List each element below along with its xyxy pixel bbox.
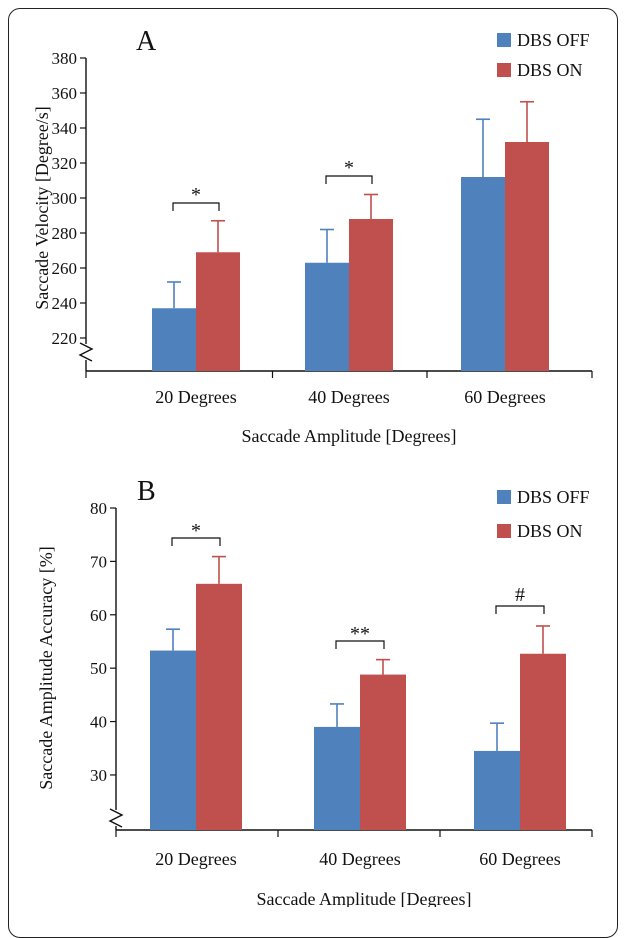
y-tick-label: 70 bbox=[90, 552, 107, 571]
x-category-label: 60 Degrees bbox=[479, 849, 560, 869]
bar-dbs-on bbox=[360, 674, 406, 830]
significance-bracket bbox=[325, 175, 373, 184]
y-tick-label: 30 bbox=[90, 766, 107, 785]
bar-dbs-off bbox=[474, 750, 520, 830]
y-tick-label: 80 bbox=[90, 499, 107, 518]
x-category-label: 40 Degrees bbox=[319, 849, 400, 869]
x-axis-label: Saccade Amplitude [Degrees] bbox=[257, 889, 472, 907]
bar-dbs-off bbox=[150, 650, 196, 830]
x-category-label: 40 Degrees bbox=[308, 387, 389, 407]
x-category-label: 60 Degrees bbox=[464, 387, 545, 407]
y-tick-label: 260 bbox=[52, 259, 78, 278]
significance-marker: ** bbox=[350, 623, 370, 645]
panel-label: B bbox=[137, 476, 156, 507]
significance-bracket bbox=[172, 202, 220, 211]
legend-swatch bbox=[497, 33, 511, 47]
significance-marker: # bbox=[515, 584, 525, 606]
bar-dbs-on bbox=[520, 653, 566, 830]
significance-bracket bbox=[495, 605, 545, 614]
y-tick-label: 50 bbox=[90, 659, 107, 678]
legend-label: DBS OFF bbox=[517, 487, 590, 507]
y-tick-label: 380 bbox=[52, 49, 78, 68]
y-axis-label: Saccade Velocity [Degree/s] bbox=[32, 106, 52, 310]
x-category-label: 20 Degrees bbox=[155, 387, 236, 407]
bar-dbs-on bbox=[349, 219, 393, 371]
significance-marker: * bbox=[191, 184, 201, 206]
figure-canvas: A 220 240 260 280 300 320 340 360 380 20 Degrees 40… bbox=[32, 26, 593, 907]
legend-swatch bbox=[497, 63, 511, 77]
significance-marker: * bbox=[191, 520, 201, 542]
legend-label: DBS OFF bbox=[517, 30, 590, 50]
y-tick-label: 60 bbox=[90, 606, 107, 625]
y-tick-label: 300 bbox=[52, 189, 78, 208]
legend-swatch bbox=[497, 490, 511, 504]
panel-label: A bbox=[136, 26, 157, 57]
bar-dbs-on bbox=[196, 583, 242, 830]
axis-break-mark bbox=[78, 342, 94, 362]
bar-dbs-off bbox=[461, 177, 505, 371]
significance-marker: * bbox=[344, 157, 354, 179]
y-tick-label: 220 bbox=[52, 329, 78, 348]
legend-swatch bbox=[497, 524, 511, 538]
y-tick-label: 360 bbox=[52, 84, 78, 103]
chart-panel-B: B 30 40 50 60 70 80 20 Degrees 40 Degrees 60 Degr… bbox=[36, 476, 593, 907]
x-axis-label: Saccade Amplitude [Degrees] bbox=[242, 426, 457, 446]
significance-bracket bbox=[171, 537, 221, 546]
legend-label: DBS ON bbox=[517, 60, 583, 80]
chart-panel-A: A 220 240 260 280 300 320 340 360 380 20 Degrees 40… bbox=[32, 26, 593, 446]
bar-dbs-off bbox=[152, 308, 196, 371]
legend-label: DBS ON bbox=[517, 521, 583, 541]
y-tick-label: 320 bbox=[52, 154, 78, 173]
y-tick-label: 240 bbox=[52, 294, 78, 313]
y-tick-label: 340 bbox=[52, 119, 78, 138]
bar-dbs-on bbox=[196, 252, 240, 371]
y-tick-label: 280 bbox=[52, 224, 78, 243]
x-category-label: 20 Degrees bbox=[155, 849, 236, 869]
significance-bracket bbox=[335, 640, 385, 649]
bar-dbs-off bbox=[305, 262, 349, 371]
bar-dbs-off bbox=[314, 726, 360, 830]
y-axis-label: Saccade Amplitude Accuracy [%] bbox=[36, 546, 56, 789]
y-tick-label: 40 bbox=[90, 713, 107, 732]
axis-break-mark bbox=[108, 808, 124, 828]
bar-dbs-on bbox=[505, 142, 549, 371]
